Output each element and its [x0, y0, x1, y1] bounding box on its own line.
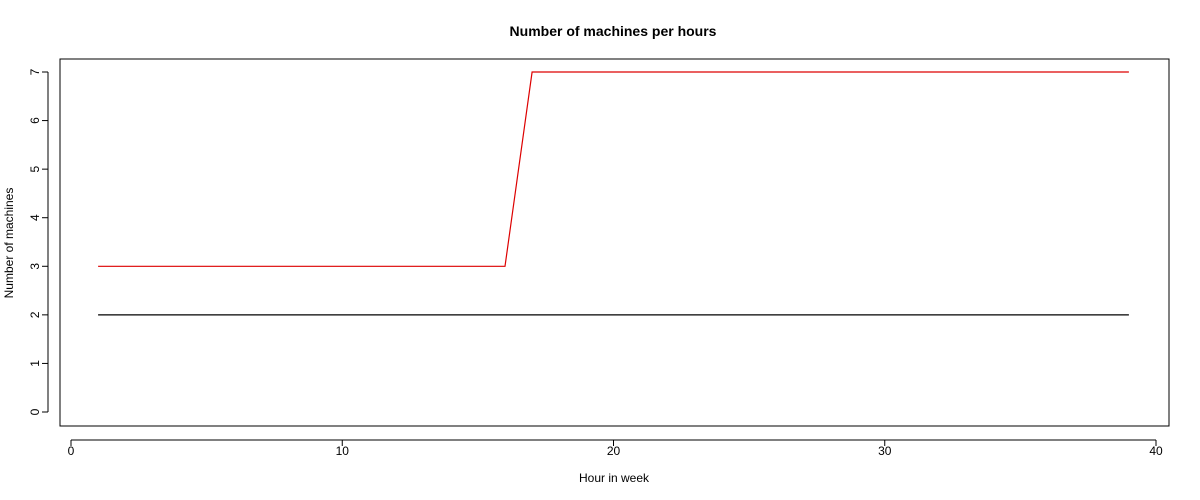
- y-tick-label: 3: [28, 263, 42, 270]
- chart-title: Number of machines per hours: [510, 23, 717, 39]
- x-tick-label: 20: [607, 444, 621, 458]
- y-tick-label: 6: [28, 117, 42, 124]
- plot-area-frame: [59, 58, 1170, 427]
- x-tick-label: 40: [1149, 444, 1163, 458]
- y-axis: 0 1 2 3 4 5 6 7: [28, 68, 49, 415]
- y-tick-label: 1: [28, 360, 42, 367]
- y-tick-label: 5: [28, 165, 42, 172]
- x-tick-label: 0: [68, 444, 75, 458]
- y-tick-label: 0: [28, 408, 42, 415]
- x-tick-label: 30: [878, 444, 892, 458]
- series-line-2: [98, 71, 1129, 267]
- y-tick-label: 2: [28, 311, 42, 318]
- x-axis-label: Hour in week: [579, 471, 650, 485]
- x-tick-label: 10: [336, 444, 350, 458]
- y-tick-label: 4: [28, 214, 42, 221]
- y-tick-label: 7: [28, 68, 42, 75]
- series-layer: [98, 71, 1129, 316]
- x-axis: 0 10 20 30 40: [68, 439, 1163, 458]
- y-axis-label: Number of machines: [2, 188, 16, 299]
